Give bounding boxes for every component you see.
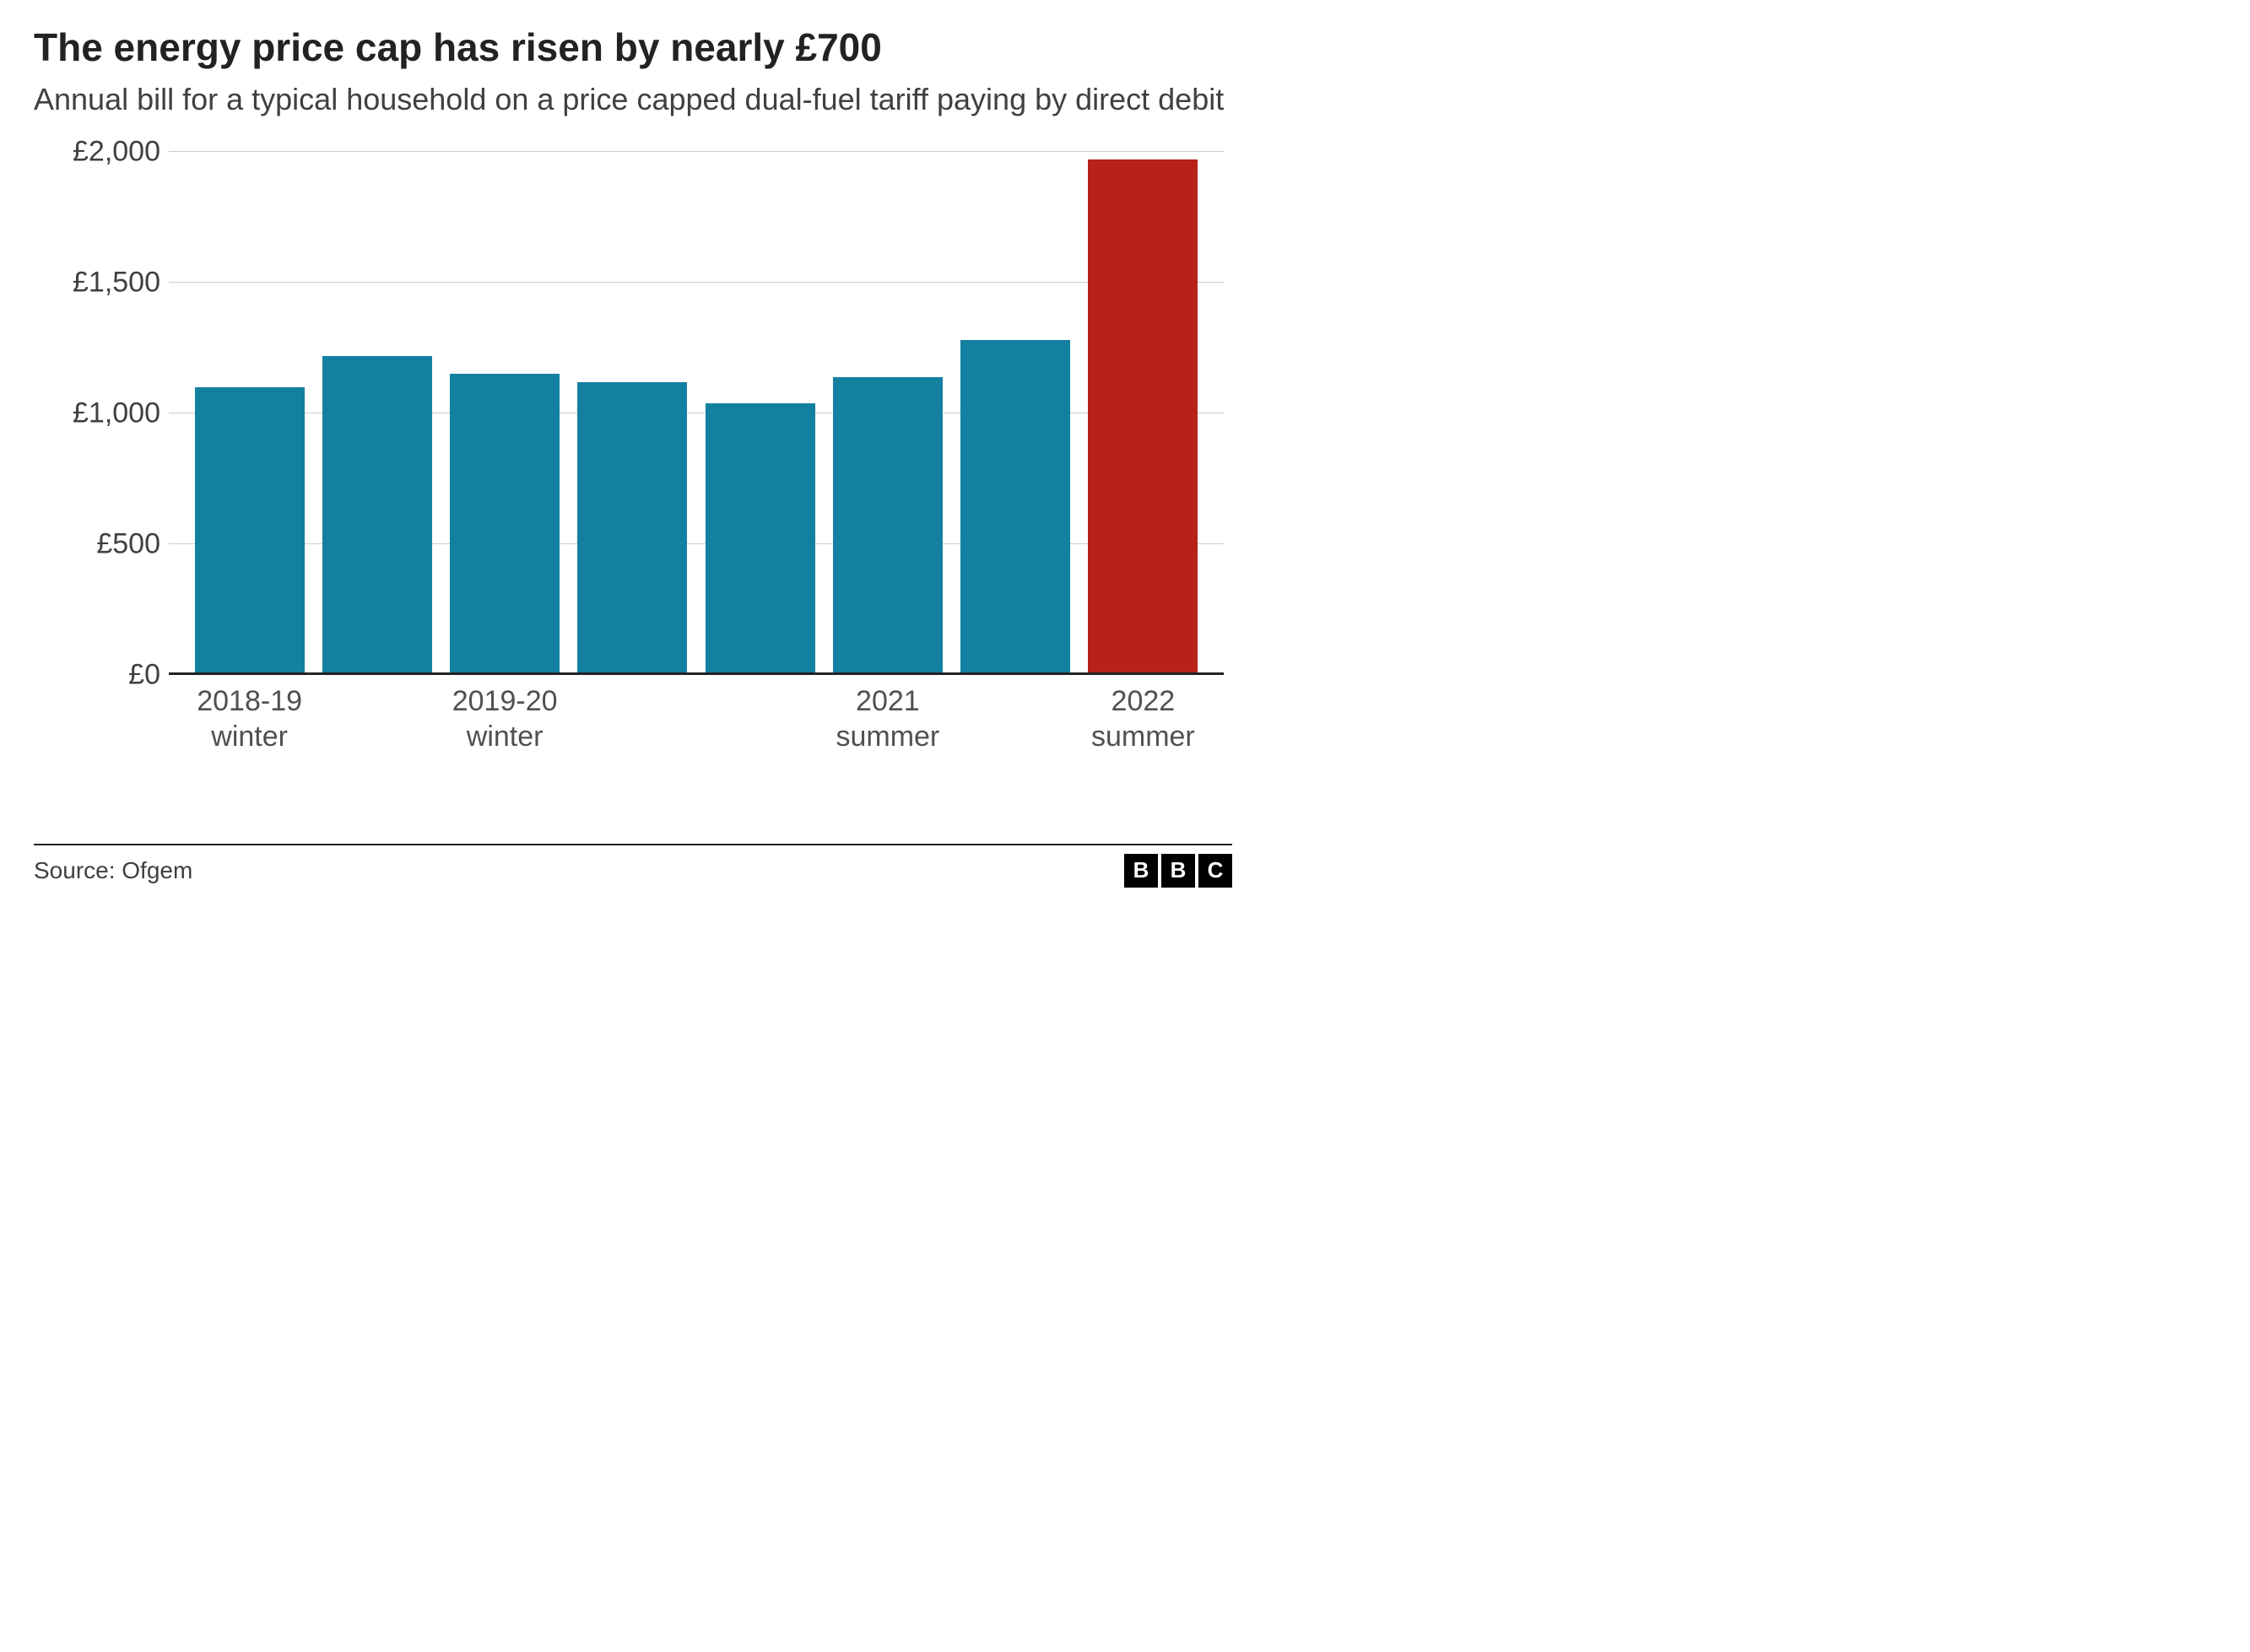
y-tick-label: £500 [34,527,160,560]
x-tick-label [960,683,1070,785]
x-tick-label [706,683,815,785]
logo-letter: C [1198,854,1232,888]
bar [450,374,560,675]
x-axis-baseline [169,672,1224,675]
x-axis-labels: 2018-19winter 2019-20winter 2021summer 2022… [169,683,1224,785]
plot-area [169,152,1224,675]
bar [833,377,943,675]
y-tick-label: £1,500 [34,266,160,299]
x-tick-label [322,683,432,785]
y-tick-label: £1,000 [34,397,160,429]
bar [577,382,687,675]
x-tick-label: 2021summer [833,683,943,785]
x-tick-label: 2019-20winter [450,683,560,785]
chart-area: £0£500£1,000£1,500£2,000 2018-19winter20… [34,152,1232,726]
x-tick-label: 2022summer [1088,683,1198,785]
logo-letter: B [1161,854,1195,888]
bar [960,340,1070,675]
bar [706,403,815,675]
y-tick-label: £2,000 [34,135,160,168]
x-tick-label [577,683,687,785]
chart-subtitle: Annual bill for a typical household on a… [34,80,1232,118]
chart-footer: Source: Ofgem BBC [34,844,1232,888]
source-text: Source: Ofgem [34,857,192,884]
bbc-logo: BBC [1124,854,1232,888]
logo-letter: B [1124,854,1158,888]
bar [195,387,305,675]
chart-container: The energy price cap has risen by nearly… [0,0,1266,904]
bar [1088,159,1198,675]
y-axis: £0£500£1,000£1,500£2,000 [34,152,169,675]
y-tick-label: £0 [34,658,160,691]
x-tick-label: 2018-19winter [195,683,305,785]
chart-title: The energy price cap has risen by nearly… [34,25,1232,70]
bar [322,356,432,675]
bars-group [169,152,1224,675]
